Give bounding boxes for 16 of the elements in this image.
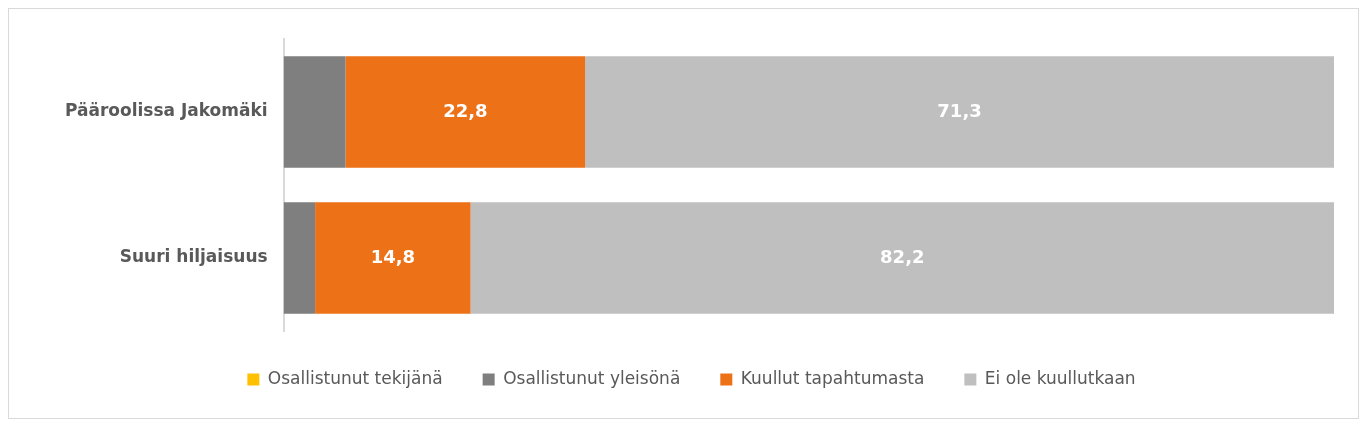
legend-label: Osallistunut tekijänä (267, 367, 443, 388)
legend-label: Ei ole kuullutkaan (984, 367, 1136, 388)
y-tick-label: Suuri hiljaisuus (119, 246, 268, 267)
data-label: 14,8 (370, 245, 416, 267)
data-label: 82,2 (880, 245, 925, 267)
bar (283, 56, 346, 168)
bar (345, 56, 586, 168)
data-label: 71,3 (937, 99, 982, 121)
bar (315, 202, 471, 314)
legend-label: Osallistunut yleisönä (503, 367, 681, 388)
bar (585, 56, 1334, 168)
y-tick-label: Pääroolissa Jakomäki (64, 100, 268, 121)
bar (470, 202, 1334, 314)
data-label: 22,8 (443, 99, 488, 121)
bar (283, 202, 316, 314)
legend-label: Kuullut tapahtumasta (740, 367, 925, 388)
